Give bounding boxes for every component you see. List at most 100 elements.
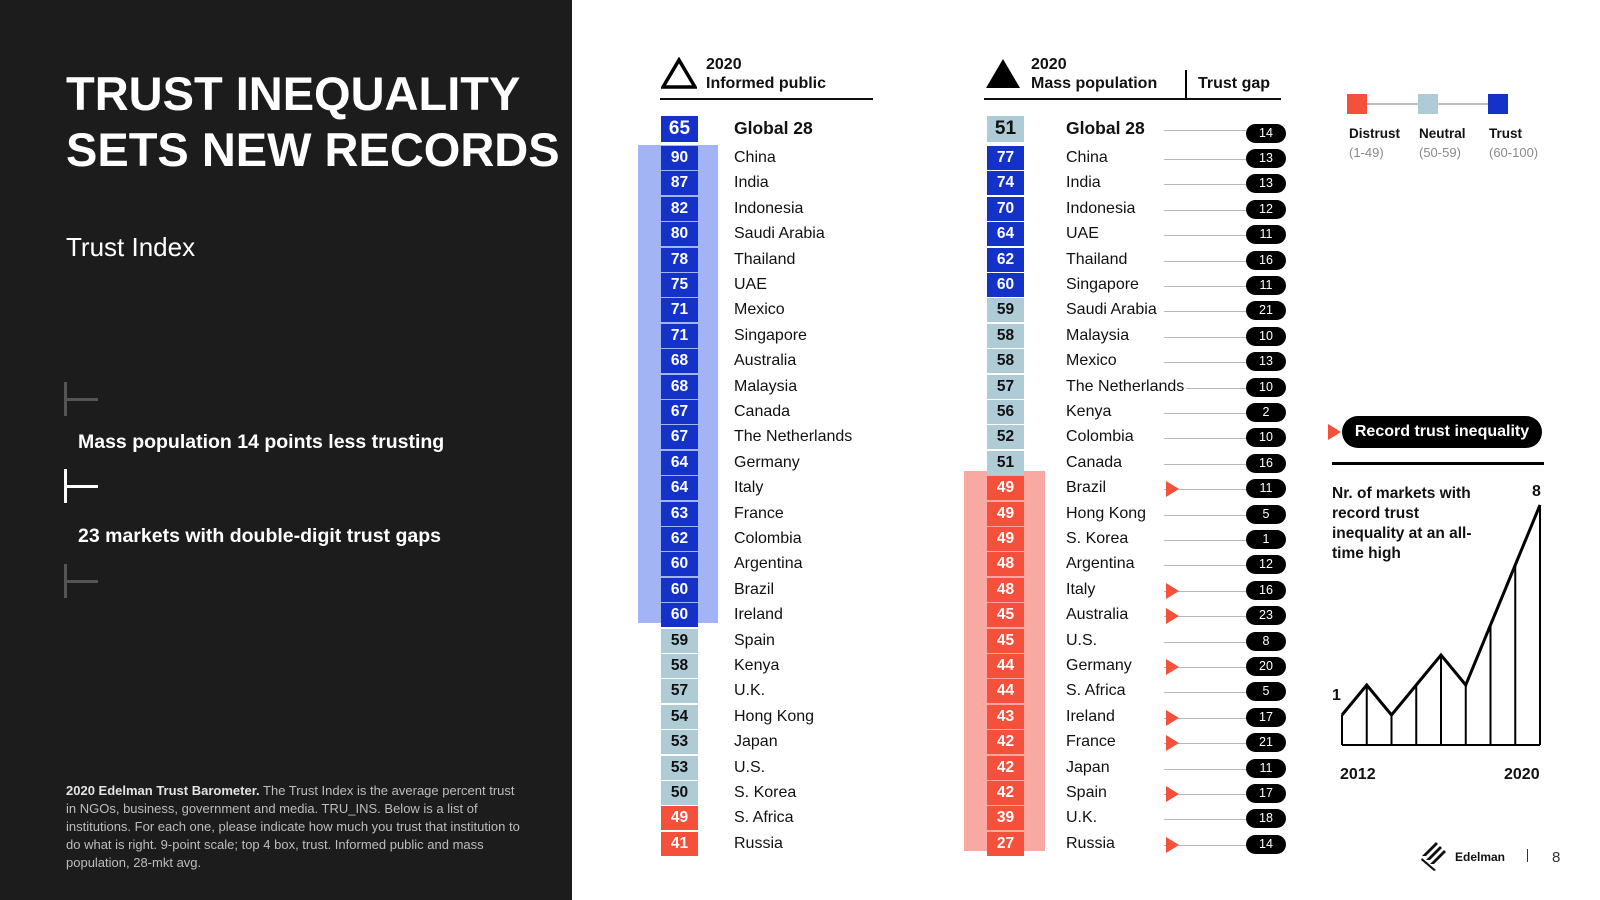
- mass-gap-leader: [1164, 768, 1246, 770]
- mass-global-gap: 14: [1246, 124, 1286, 143]
- informed-score: 67: [661, 400, 698, 424]
- mass-gap-leader: [1164, 667, 1246, 668]
- informed-country: Hong Kong: [734, 707, 815, 725]
- mass-score: 62: [987, 247, 1024, 272]
- mass-country: Malaysia: [1066, 326, 1130, 344]
- legend-swatches: [1347, 94, 1508, 114]
- informed-score: 62: [661, 527, 698, 551]
- mass-trust-gap: 5: [1246, 682, 1286, 702]
- mass-gap-leader: [1164, 743, 1246, 745]
- slide-title: TRUST INEQUALITY SETS NEW RECORDS: [66, 67, 560, 176]
- mass-country: Saudi Arabia: [1066, 301, 1157, 319]
- informed-header: 2020 Informed public: [706, 55, 826, 93]
- legend-label-trust: Trust: [1489, 126, 1523, 141]
- mass-country: India: [1066, 174, 1101, 192]
- record-marker-icon: [1166, 786, 1179, 802]
- informed-score: 63: [661, 501, 698, 526]
- informed-country: Saudi Arabia: [734, 225, 825, 243]
- mass-gap-leader: [1164, 463, 1246, 465]
- legend-range-neutral: (50-59): [1419, 145, 1461, 160]
- mass-country: Thailand: [1066, 250, 1128, 268]
- mass-country: Brazil: [1066, 479, 1107, 497]
- mass-country: France: [1066, 733, 1116, 751]
- mass-gap-leader: [1164, 590, 1246, 592]
- mass-score: 44: [987, 654, 1024, 678]
- brand-name: Edelman: [1455, 850, 1506, 864]
- mass-score: 77: [987, 146, 1024, 170]
- mass-trust-gap: 10: [1246, 428, 1286, 448]
- mass-score: 48: [987, 577, 1024, 602]
- mass-gap-leader: [1164, 413, 1246, 414]
- mass-score: 45: [987, 603, 1024, 628]
- informed-year: 2020: [706, 56, 742, 73]
- mass-country: S. Africa: [1066, 682, 1126, 700]
- chart-start-value: 1: [1332, 687, 1341, 704]
- mass-trust-gap: 13: [1246, 174, 1286, 194]
- mass-trust-gap: 23: [1246, 606, 1286, 626]
- record-marker-icon: [1166, 659, 1179, 675]
- mass-trust-gap: 10: [1246, 377, 1286, 397]
- informed-country: Argentina: [734, 555, 803, 573]
- legend-swatch-distrust: [1347, 94, 1367, 114]
- informed-score: 41: [661, 831, 698, 856]
- informed-score: 78: [661, 247, 698, 272]
- mass-gap-leader: [1164, 641, 1246, 643]
- informed-score: 68: [661, 374, 698, 399]
- informed-country: Indonesia: [734, 199, 804, 217]
- mass-score: 70: [987, 196, 1024, 221]
- mass-label: Mass population: [1031, 75, 1158, 92]
- bracket-marker-active: [64, 469, 98, 503]
- mass-gap-leader: [1164, 286, 1246, 287]
- mass-country: The Netherlands: [1066, 377, 1185, 395]
- mass-gap-leader: [1164, 819, 1246, 821]
- mass-gap-leader: [1164, 209, 1246, 211]
- informed-label: Informed public: [706, 75, 826, 92]
- mass-score: 39: [987, 806, 1024, 831]
- footnote-source: 2020 Edelman Trust Barometer.: [66, 783, 260, 798]
- mass-gap-leader: [1164, 717, 1246, 719]
- informed-global-name: Global 28: [734, 118, 813, 138]
- informed-score: 75: [661, 273, 698, 297]
- informed-score: 71: [661, 323, 698, 348]
- mass-header-divider: [1185, 70, 1187, 98]
- mass-gap-leader: [1164, 844, 1246, 846]
- chart-x-start: 2012: [1340, 766, 1376, 783]
- mass-country: Hong Kong: [1066, 504, 1147, 522]
- bracket-marker-top: [64, 382, 98, 416]
- informed-country: Mexico: [734, 301, 785, 319]
- mass-global-name: Global 28: [1066, 118, 1145, 138]
- mass-trust-gap: 10: [1246, 326, 1286, 346]
- mass-trust-gap: 12: [1246, 555, 1286, 575]
- trust-gap-header: Trust gap: [1198, 75, 1271, 92]
- mass-score: 49: [987, 476, 1024, 501]
- mass-global-score: 51: [987, 116, 1024, 142]
- informed-country: U.K.: [734, 682, 766, 700]
- mass-trust-gap: 21: [1246, 301, 1286, 321]
- mass-country: Kenya: [1066, 403, 1112, 420]
- mass-country: S. Korea: [1066, 530, 1129, 547]
- mass-trust-gap: 16: [1246, 453, 1286, 473]
- informed-country: Canada: [734, 403, 791, 420]
- record-marker-icon: [1166, 709, 1179, 726]
- informed-country: Ireland: [734, 606, 783, 624]
- informed-country: UAE: [734, 276, 767, 293]
- record-markets-chart: [1340, 504, 1542, 746]
- page-separator: [1527, 849, 1528, 862]
- informed-country: Australia: [734, 352, 797, 370]
- mass-header-rule: [984, 98, 1281, 100]
- mass-country: Colombia: [1066, 428, 1134, 446]
- mass-score: 48: [987, 552, 1024, 577]
- record-marker-icon: [1328, 424, 1341, 440]
- mass-score: 58: [987, 323, 1024, 348]
- mass-score: 60: [987, 273, 1024, 297]
- mass-trust-gap: 13: [1246, 149, 1286, 168]
- informed-country: Singapore: [734, 326, 807, 344]
- record-description: Nr. of markets with record trust inequal…: [1332, 485, 1472, 562]
- record-trend-line: [1340, 504, 1542, 718]
- mass-score: 42: [987, 730, 1024, 755]
- mass-population-triangle-icon: [986, 59, 1020, 88]
- mass-score: 42: [987, 755, 1024, 780]
- footnote: 2020 Edelman Trust Barometer. The Trust …: [66, 782, 528, 872]
- mass-trust-gap: 11: [1246, 479, 1286, 499]
- chart-x-end: 2020: [1504, 766, 1540, 783]
